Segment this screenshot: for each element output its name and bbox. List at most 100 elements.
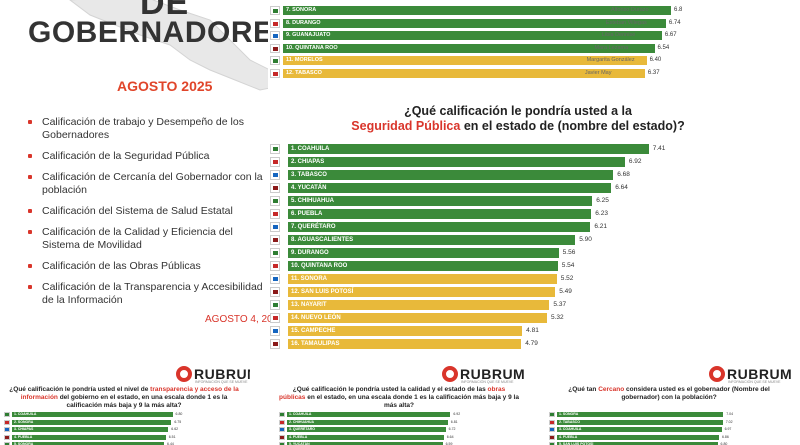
mini-value: 6.62	[171, 427, 179, 432]
question-text-end: del gobierno en el estado, en una escala…	[57, 394, 228, 409]
chart-row: 5. CHIHUAHUA 6.25	[270, 196, 766, 206]
party-mark-icon	[273, 329, 278, 333]
chart-row: 3. TABASCO 6.68	[270, 170, 766, 180]
topic-item: Calificación de la Calidad y Eficiencia …	[28, 226, 268, 252]
party-mark-icon	[273, 160, 278, 164]
party-logo-icon	[4, 442, 10, 445]
mini-value: 6.51	[168, 434, 176, 439]
mini-row: 1. COAHUILA 6.80	[4, 412, 244, 418]
party-logo-icon	[270, 274, 280, 284]
mini-value: 6.81	[450, 419, 458, 424]
bullet-icon	[28, 230, 32, 234]
chart-bar: 4. YUCATÁN	[288, 183, 612, 193]
chart-value-label: 7.41	[652, 145, 666, 152]
rubrum-circle-icon	[709, 366, 725, 382]
party-mark-icon	[273, 342, 278, 346]
party-logo-icon	[270, 31, 280, 40]
topic-label: Calificación de la Calidad y Eficiencia …	[42, 226, 233, 251]
chart-row: 4. YUCATÁN 6.64	[270, 183, 766, 193]
bar-value: 6.37	[647, 69, 660, 76]
party-mark-icon	[273, 147, 278, 151]
party-logo-icon	[279, 434, 285, 440]
party-mark-icon	[273, 173, 278, 177]
party-mark-icon	[273, 212, 278, 216]
party-logo-icon	[270, 300, 280, 310]
mini-bar: 1. COAHUILA	[287, 412, 451, 417]
chart-bar: 3. TABASCO	[288, 170, 614, 180]
topic-label: Calificación de las Obras Públicas	[42, 260, 201, 272]
mini-value: 6.80	[720, 442, 728, 445]
chart-bar: 12. SAN LUIS POTOSÍ	[288, 287, 556, 297]
state-label: 10. QUINTANA ROO	[286, 44, 338, 51]
mini-bar: 3. QUERÉTARO	[287, 427, 446, 433]
party-logo-icon	[270, 170, 280, 180]
question-text-end: en el estado, en una escala donde 1 es l…	[305, 394, 519, 409]
party-logo-icon	[4, 412, 10, 417]
chart-value-label: 4.79	[525, 340, 538, 347]
mini-value: 6.97	[724, 427, 732, 432]
ranking-bar: 8. DURANGO	[283, 18, 666, 28]
chart-bar: 11. SONORA	[288, 274, 557, 284]
topic-item: Calificación de trabajo y Desempeño de l…	[28, 116, 268, 142]
party-logo-icon	[4, 419, 10, 425]
chart-category-label: 2. CHIAPAS	[291, 159, 325, 165]
chart-bar: 7. QUERÉTARO	[288, 222, 591, 232]
state-label: 12. TABASCO	[286, 69, 322, 76]
question-text-end: en el estado de (nombre del estado)?	[463, 119, 685, 133]
party-logo-icon	[270, 144, 280, 154]
party-logo-icon	[270, 209, 280, 219]
chart-category-label: 14. NUEVO LEÓN	[291, 315, 341, 321]
mini-bar: 4. PUEBLA	[287, 434, 444, 440]
bar-value: 6.54	[657, 44, 670, 51]
chart-category-label: 13. NAYARIT	[291, 302, 327, 308]
mini-state-label: 4. PUEBLA	[559, 434, 578, 439]
mini-value: 6.75	[174, 419, 182, 424]
mini-state-label: 3. CHIAPAS	[14, 427, 34, 432]
question-highlight: Seguridad Pública	[351, 119, 461, 133]
mini-row: 5. YUCATÁN 6.59	[279, 442, 519, 445]
rubrum-circle-icon	[442, 366, 458, 382]
party-mark-icon	[273, 9, 278, 13]
chart-category-label: 9. DURANGO	[291, 250, 329, 256]
ranking-row: 10. QUINTANA ROO Mara Lezama 6.54	[270, 43, 682, 53]
party-logo-icon	[549, 419, 555, 425]
chart-value-label: 5.56	[562, 249, 576, 256]
party-logo-icon	[270, 313, 280, 323]
chart-category-label: 5. CHIHUAHUA	[291, 198, 335, 204]
party-logo-icon	[4, 427, 10, 433]
ranking-row: 12. TABASCO Javier May 6.37	[270, 68, 682, 78]
party-logo-icon	[270, 56, 280, 65]
party-logo-icon	[270, 235, 280, 245]
party-logo-icon	[279, 419, 285, 425]
party-logo-icon	[279, 427, 285, 433]
chart-bar: 13. NAYARIT	[288, 300, 550, 310]
ranking-bar: 12. TABASCO	[283, 68, 645, 78]
mini-row: 4. PUEBLA 6.86	[549, 434, 789, 441]
main-chart-panel: ¿Qué calificación le pondría usted a la …	[270, 92, 766, 354]
bottom-panel-closeness: RUBRUM INFORMACIÓN QUE SE MUEVE ¿Qué tan C…	[545, 360, 795, 445]
rubrum-wordmark: RUBRUM	[727, 366, 793, 382]
mini-value: 6.92	[453, 412, 461, 416]
question-text: ¿Qué calificación le pondría usted el ni…	[9, 386, 151, 393]
rubrum-circle-icon	[176, 366, 192, 382]
mini-row: 3. QUERÉTARO 6.72	[279, 427, 519, 433]
chart-row: 12. SAN LUIS POTOSÍ 5.49	[270, 287, 766, 297]
chart-value-label: 5.32	[551, 314, 564, 321]
mini-row: 1. COAHUILA 6.92	[279, 412, 519, 418]
ranking-bar: 9. GUANAJUATO	[283, 31, 662, 40]
party-logo-icon	[270, 287, 280, 297]
topic-item: Calificación del Sistema de Salud Estata…	[28, 205, 268, 218]
party-logo-icon	[270, 157, 280, 167]
party-logo-icon	[270, 326, 280, 336]
topic-label: Calificación de Cercanía del Gobernador …	[42, 171, 263, 196]
chart-bar: 14. NUEVO LEÓN	[288, 313, 547, 323]
party-logo-icon	[279, 412, 285, 417]
mini-bar-chart: 1. SONORA 7.04 2. TABASCO 7.02 3. COAHUILA 6.…	[549, 412, 789, 445]
mini-bar: 1. SONORA	[557, 412, 724, 417]
party-mark-icon	[273, 316, 278, 320]
chart-value-label: 6.68	[617, 171, 630, 178]
mini-bar: 5. YUCATÁN	[287, 442, 443, 445]
party-mark-icon	[273, 277, 278, 281]
chart-value-label: 5.90	[579, 236, 592, 243]
